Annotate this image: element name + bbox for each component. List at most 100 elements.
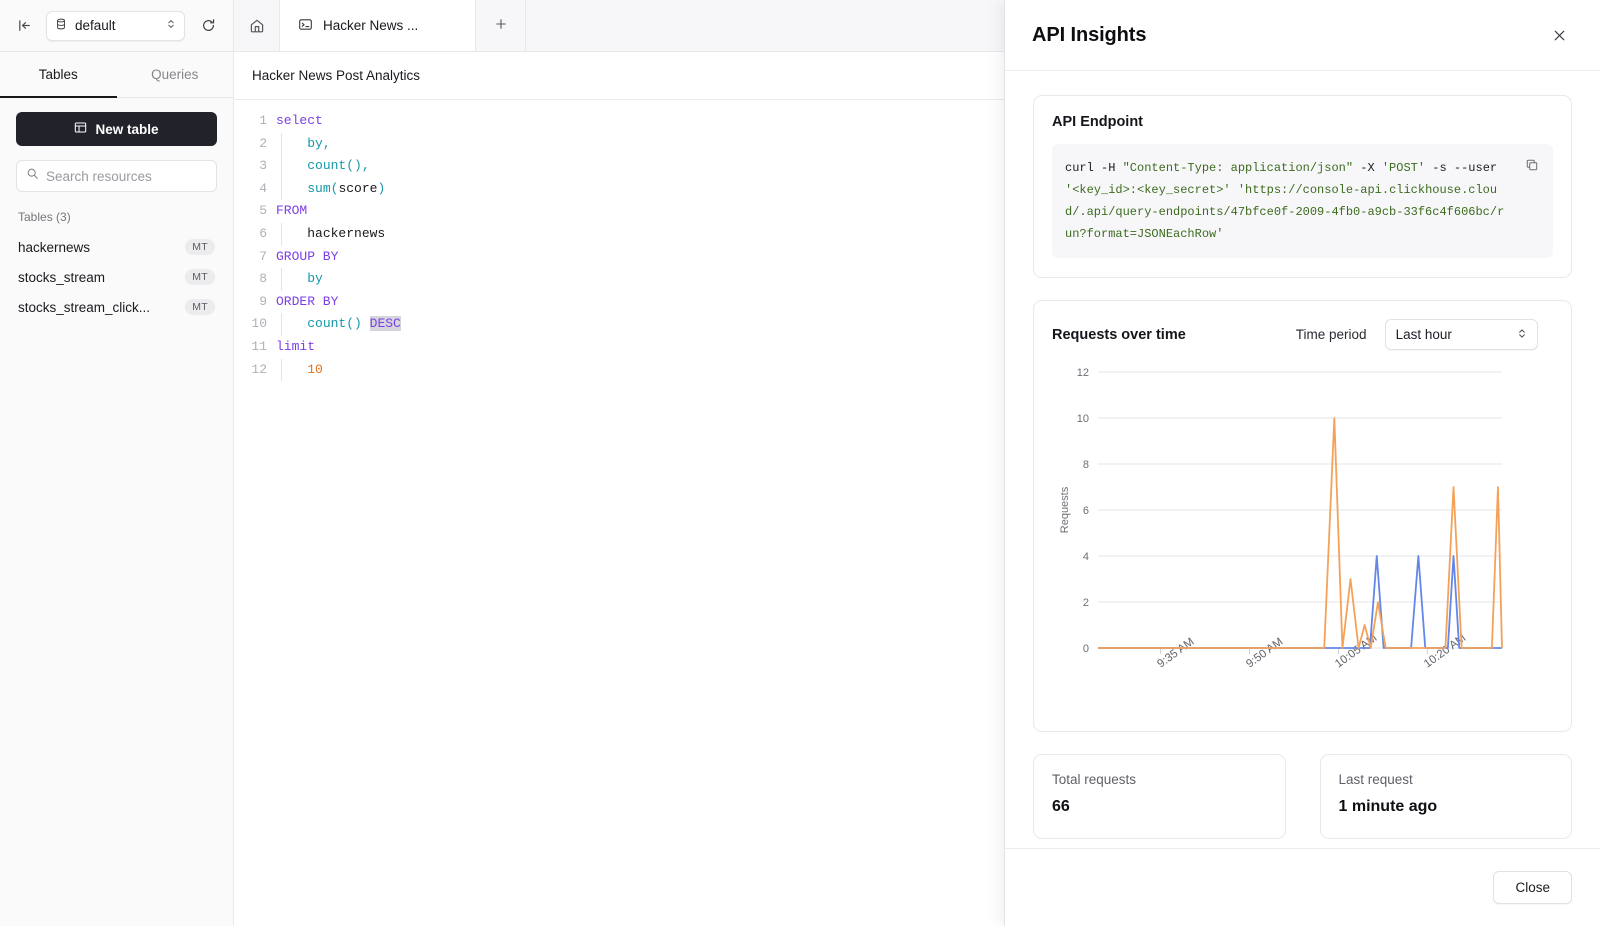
editor-tab-hacker-news[interactable]: Hacker News ... — [280, 0, 476, 51]
editor-line-number: 10 — [251, 316, 267, 332]
editor-line-number: 7 — [259, 248, 267, 264]
total-requests-value: 66 — [1052, 798, 1070, 815]
copy-icon[interactable] — [1521, 154, 1543, 176]
curl-token: -X — [1353, 161, 1382, 175]
table-list-item[interactable]: stocks_stream_click... MT — [16, 292, 217, 322]
collapse-sidebar-icon[interactable] — [12, 14, 36, 38]
editor-token: count() — [307, 316, 362, 332]
home-icon[interactable] — [234, 0, 280, 51]
database-selector[interactable]: default — [46, 10, 185, 41]
stats-row: Total requests 66 Last request 1 minute … — [1033, 754, 1572, 839]
chart-y-axis-label: Requests — [1059, 486, 1071, 533]
table-list-item[interactable]: hackernews MT — [16, 232, 217, 262]
new-table-button[interactable]: New table — [16, 112, 217, 146]
table-name: stocks_stream — [18, 269, 106, 285]
editor-token: sum( — [307, 180, 339, 196]
sidebar-tab-tables[interactable]: Tables — [0, 52, 117, 98]
table-name: stocks_stream_click... — [18, 299, 151, 315]
database-selector-label: default — [75, 18, 116, 33]
editor-token: by — [307, 271, 323, 287]
editor-token: ) — [377, 180, 386, 196]
editor-line: count() DESC — [276, 313, 1600, 336]
search-resources-box[interactable] — [16, 160, 223, 192]
editor-line: limit — [276, 336, 1600, 359]
editor-token: select — [276, 113, 323, 128]
chart-header: Requests over time Time period Last hour — [1052, 319, 1553, 350]
curl-token — [1231, 183, 1238, 197]
table-name: hackernews — [18, 239, 91, 255]
sidebar-tab-queries[interactable]: Queries — [117, 52, 234, 97]
sidebar-tabs: Tables Queries — [0, 52, 233, 98]
table-list-item[interactable]: stocks_stream MT — [16, 262, 217, 292]
sidebar-tab-tables-label: Tables — [38, 67, 78, 82]
chart-y-tick-label: 4 — [1083, 551, 1089, 563]
editor-line: GROUP BY — [276, 246, 1600, 269]
indent-guide — [281, 132, 282, 156]
table-engine-badge: MT — [185, 299, 215, 315]
curl-command-block[interactable]: curl -H "Content-Type: application/json"… — [1052, 144, 1553, 258]
new-table-button-label: New table — [95, 121, 159, 137]
table-grid-icon — [74, 121, 87, 137]
editor-line: select — [276, 110, 1600, 133]
curl-token: -s --user — [1425, 161, 1498, 175]
chart-series-line — [1098, 417, 1503, 649]
indent-guide — [281, 177, 282, 201]
close-icon[interactable] — [1545, 21, 1573, 49]
sidebar-tab-queries-label: Queries — [151, 67, 199, 82]
time-period-value: Last hour — [1395, 327, 1452, 342]
editor-code[interactable]: select by, count(), sum(score) FROM hacke… — [276, 100, 1600, 926]
chart-y-tick-label: 0 — [1083, 643, 1089, 655]
table-engine-badge: MT — [185, 269, 215, 285]
editor-line-number: 5 — [259, 203, 267, 219]
requests-chart: 0 2 4 6 8 10 12 Requests 9:35 AM 9:50 AM 10:05 AM 1… — [1052, 360, 1553, 712]
editor-token: limit — [276, 338, 316, 354]
curl-token: 'https://console-api.clickhouse.cloud/.a… — [1065, 183, 1505, 241]
last-request-card: Last request 1 minute ago — [1319, 754, 1572, 839]
curl-token: curl -H — [1065, 161, 1123, 175]
editor-line-number: 8 — [259, 271, 267, 287]
editor-token: 10 — [307, 361, 323, 377]
time-period-label: Time period — [1295, 327, 1367, 342]
editor-token: GROUP BY — [276, 248, 339, 264]
editor-token: hackernews — [307, 225, 386, 241]
chart-y-tick-label: 6 — [1083, 505, 1089, 517]
chevron-updown-icon — [166, 17, 176, 35]
table-engine-badge: MT — [185, 239, 215, 255]
editor-tab-label: Hacker News ... — [323, 18, 419, 33]
editor-line: sum(score) — [276, 177, 1600, 201]
editor-token: score — [338, 180, 378, 196]
indent-guide — [281, 358, 282, 382]
chevron-updown-icon — [1517, 327, 1527, 343]
editor-line-number: 11 — [251, 338, 267, 354]
sidebar-body: New table Tables (3) hackernews MT stock… — [0, 98, 233, 322]
editor-token: ORDER BY — [276, 293, 339, 309]
indent-guide — [281, 222, 282, 246]
search-input[interactable] — [46, 168, 223, 184]
editor-line-number: 3 — [259, 158, 267, 174]
editor-line-number: 6 — [259, 225, 267, 241]
editor-line: ORDER BY — [276, 291, 1600, 314]
curl-token: '<key_id>:<key_secret>' — [1065, 183, 1231, 197]
drawer-footer: Close — [1005, 848, 1600, 926]
editor-token: DESC — [369, 316, 401, 332]
drawer-title: API Insights — [1032, 23, 1147, 46]
indent-guide — [281, 268, 282, 291]
chart-y-tick-label: 12 — [1077, 367, 1089, 379]
chart-y-tick-label: 8 — [1083, 459, 1089, 471]
total-requests-label: Total requests — [1052, 772, 1137, 787]
new-tab-button[interactable] — [476, 0, 526, 51]
editor-line: by, — [276, 132, 1600, 156]
api-insights-drawer: API Insights API Endpoint curl -H "Conte… — [1004, 0, 1600, 926]
indent-guide — [281, 313, 282, 336]
database-icon — [55, 17, 67, 35]
time-period-select[interactable]: Last hour — [1384, 319, 1538, 350]
curl-token: "Content-Type: application/json" — [1122, 161, 1354, 175]
api-endpoint-title: API Endpoint — [1052, 114, 1144, 130]
close-button[interactable]: Close — [1493, 871, 1572, 904]
editor-line-number: 2 — [259, 135, 267, 151]
chart-x-tick-label: 9:50 AM — [1244, 636, 1285, 671]
search-icon — [26, 167, 39, 185]
editor-line: hackernews — [276, 222, 1600, 246]
refresh-icon[interactable] — [195, 13, 221, 39]
